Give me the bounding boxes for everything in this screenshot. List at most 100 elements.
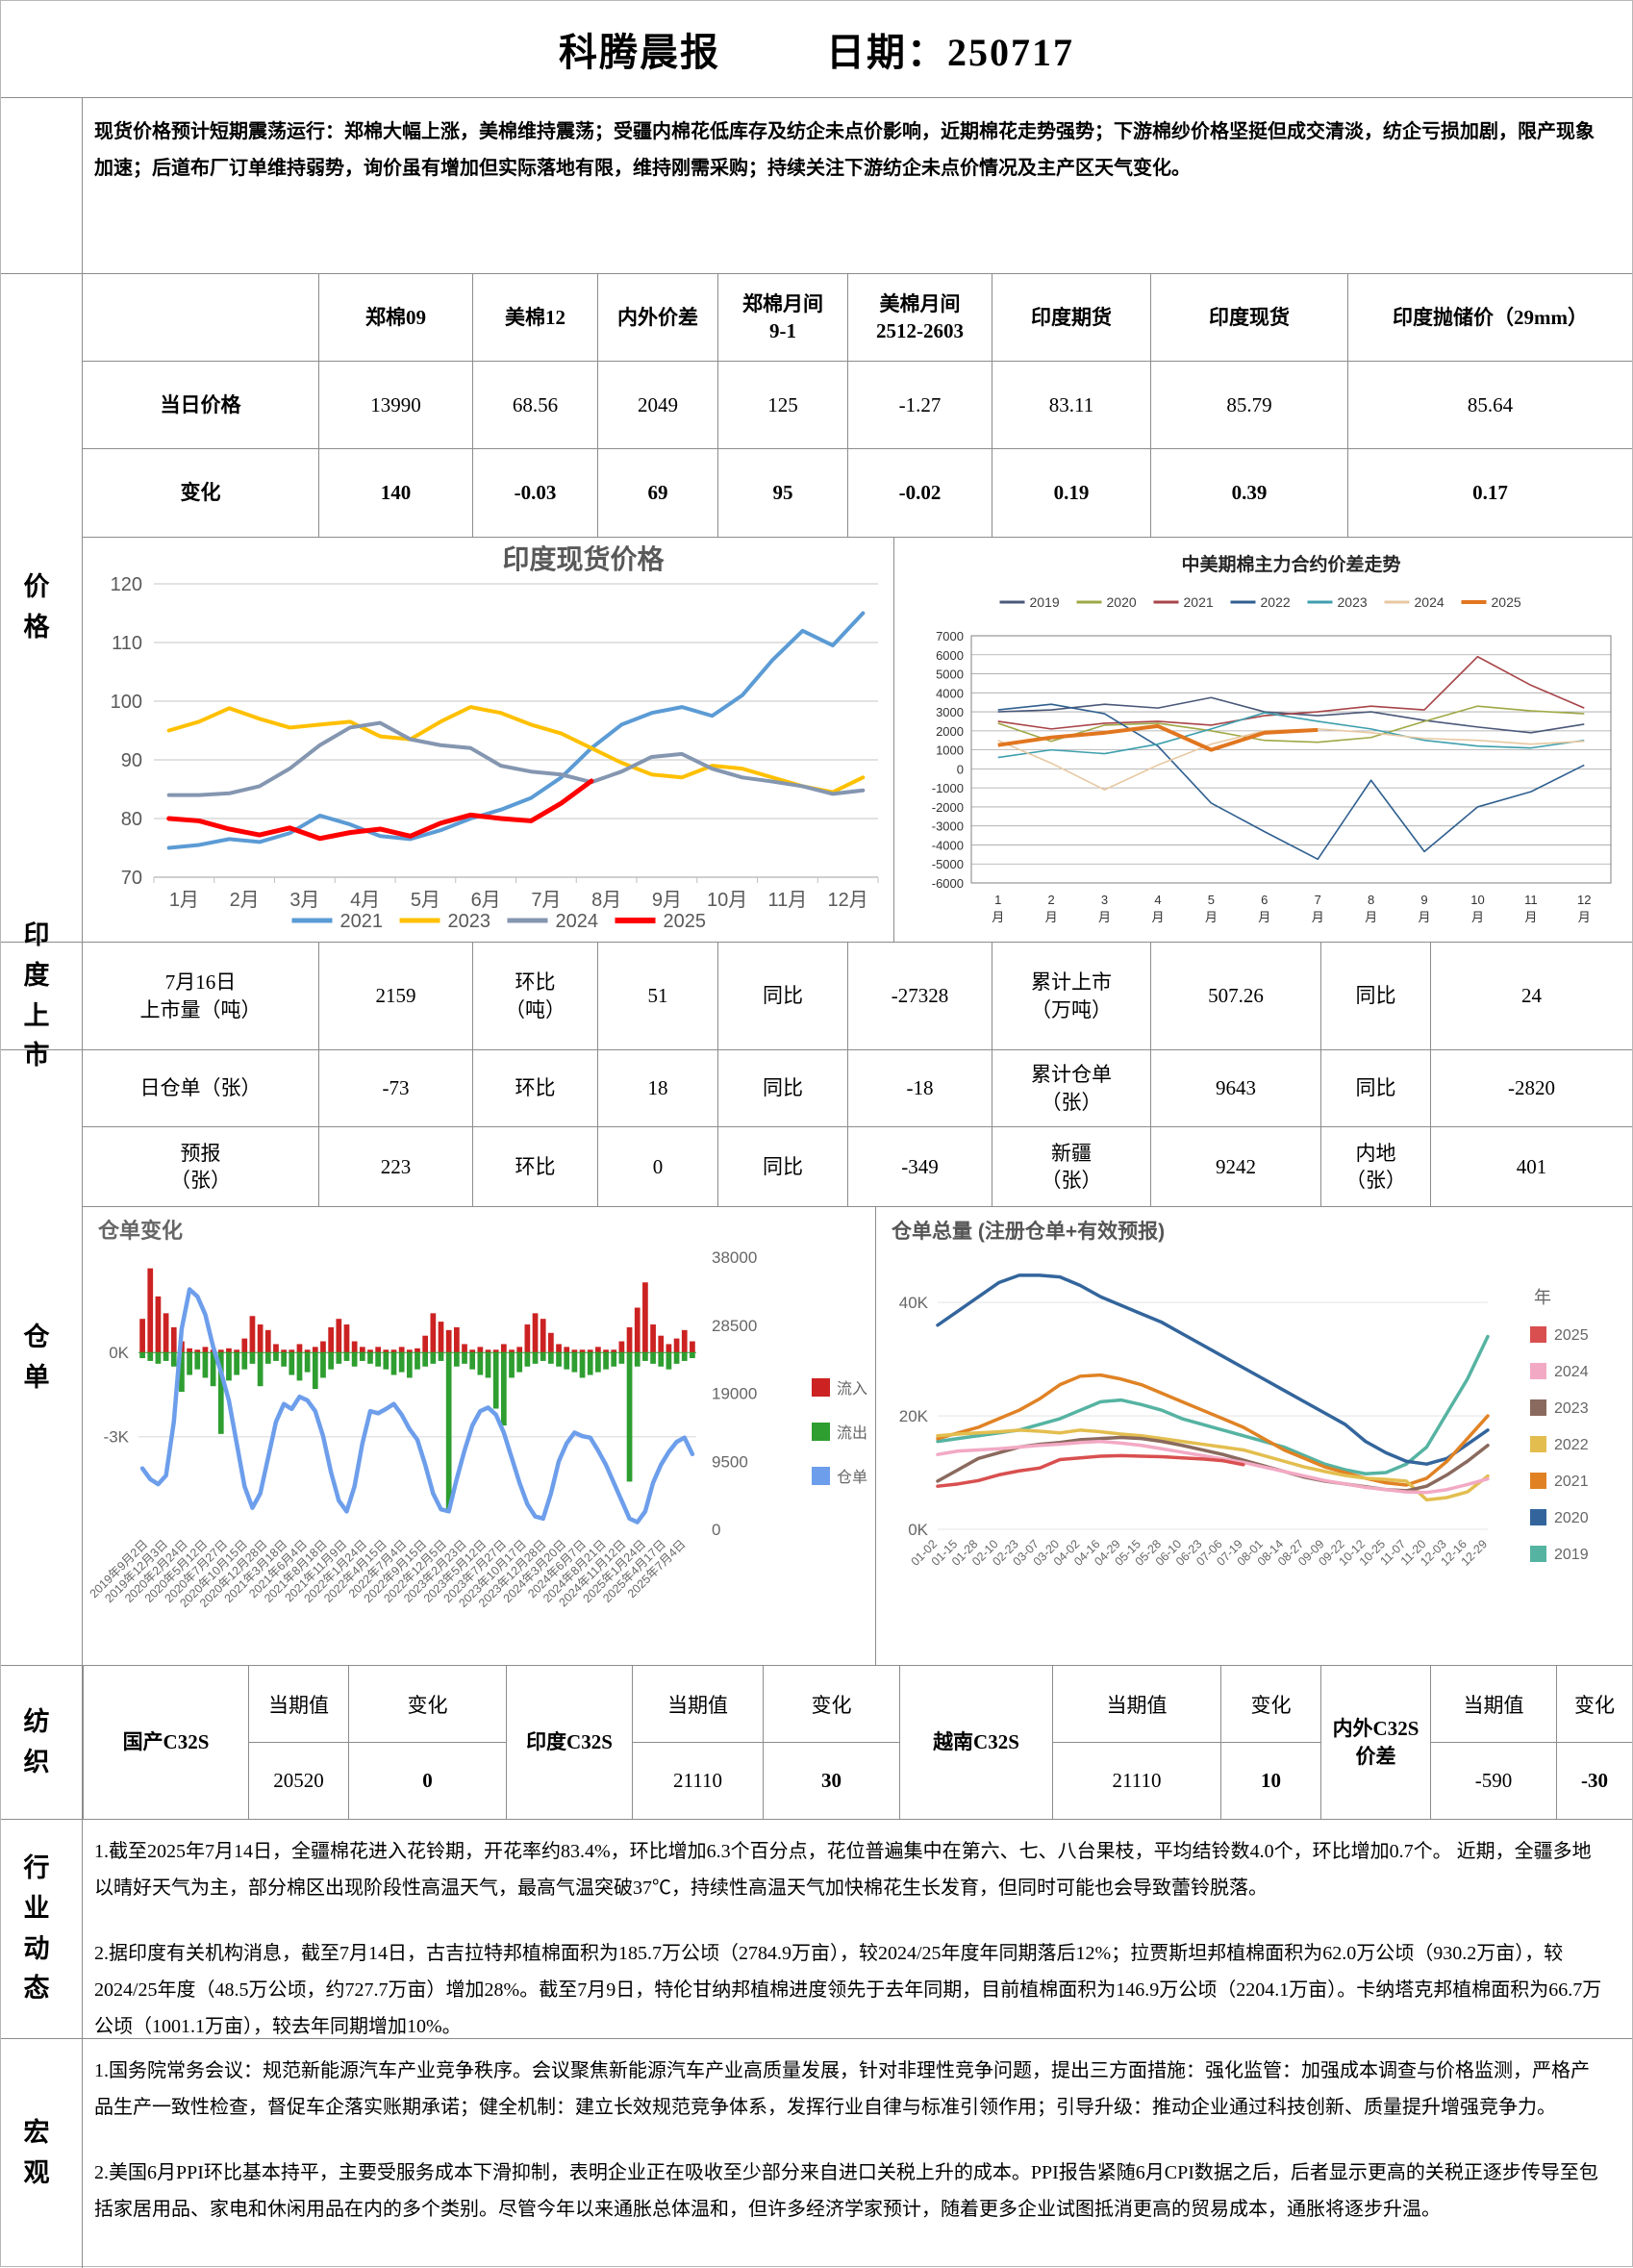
wh-cell-label: 同比 [1320, 1050, 1430, 1127]
svg-text:-3000: -3000 [932, 819, 964, 834]
macro-section: 宏观 1.国务院常务会议：规范新能源汽车产业竞争秩序。会议聚焦新能源汽车产业高质… [1, 2038, 1632, 2268]
svg-text:-1000: -1000 [932, 781, 964, 795]
svg-text:2023: 2023 [1554, 1400, 1589, 1417]
svg-text:2023: 2023 [448, 911, 491, 932]
svg-text:印度现货价格: 印度现货价格 [502, 543, 665, 574]
price-col-header: 印度期货 [992, 274, 1150, 362]
svg-text:年: 年 [1534, 1288, 1551, 1307]
sidebar-item-macro: 宏观 [1, 2039, 83, 2268]
svg-text:6000: 6000 [937, 648, 965, 663]
india-cell-value: -27328 [847, 943, 992, 1049]
svg-text:8月: 8月 [591, 890, 621, 911]
price-col-header: 美棉12 [472, 274, 597, 362]
price-change-value: 0.19 [992, 449, 1150, 537]
wh-cell-value: 223 [318, 1127, 472, 1206]
price-value: -1.27 [847, 362, 992, 449]
svg-text:月: 月 [1312, 910, 1324, 924]
textile-current-value: -590 [1474, 1769, 1513, 1792]
price-change-value: 0.17 [1347, 449, 1632, 537]
india-cell-value: 24 [1430, 943, 1632, 1049]
wh-cell-value: 9242 [1150, 1127, 1320, 1206]
sidebar-item-warehouse: 仓单 [1, 1050, 83, 1665]
svg-text:2: 2 [1048, 893, 1055, 907]
india-cell-label: 同比 [1320, 943, 1430, 1049]
svg-text:2022: 2022 [1261, 594, 1291, 610]
textile-current-header: 当期值 [1053, 1666, 1220, 1743]
svg-text:2022: 2022 [1554, 1437, 1589, 1453]
textile-col: 变化 10 [1220, 1666, 1320, 1819]
textile-row: 国产C32S 当期值 20520 变化 0 印度C32S 当期值 21110 变… [83, 1666, 1632, 1819]
svg-text:0: 0 [712, 1521, 720, 1539]
wh-cell-value: 401 [1430, 1127, 1632, 1206]
svg-text:10月: 10月 [707, 890, 747, 911]
svg-text:仓单变化: 仓单变化 [97, 1219, 183, 1243]
price-value: 13990 [318, 362, 472, 449]
textile-current-header: 当期值 [249, 1666, 348, 1743]
warehouse-change-chart: 仓单变化 0K -3K 38000 28500 19000 9500 0 2019年9月2日 20… [83, 1207, 877, 1666]
sidebar-summary-cell [1, 98, 83, 273]
textile-current-header: 当期值 [633, 1666, 763, 1743]
svg-text:2020: 2020 [1107, 594, 1137, 610]
svg-text:7000: 7000 [937, 629, 965, 643]
wh-cell-value: -349 [847, 1127, 992, 1206]
price-value: 85.64 [1347, 362, 1632, 449]
wh-cell-label: 环比 [472, 1050, 597, 1127]
price-row-label: 变化 [180, 481, 221, 505]
sidebar-label-industry: 行业动 态 [23, 1852, 60, 2003]
textile-change-value: -30 [1581, 1769, 1608, 1792]
svg-text:100: 100 [111, 692, 142, 713]
svg-text:80: 80 [121, 809, 142, 830]
india-cell-label: 7月16日 上市量（吨） [139, 970, 262, 1021]
textile-group-name: 国产C32S [83, 1666, 248, 1819]
textile-group-name: 内外C32S 价差 [1320, 1666, 1430, 1819]
svg-text:2020: 2020 [1554, 1510, 1589, 1526]
sidebar-item-india: 印度上 市 [1, 920, 83, 1070]
price-col-header: 内外价差 [597, 274, 717, 362]
wh-cell-label: 内地 （张） [1320, 1127, 1430, 1206]
report-header: 科腾晨报 日期：250717 [1, 1, 1632, 97]
price-value: 125 [717, 362, 847, 449]
sidebar-item-textile: 纺织 [1, 1666, 83, 1819]
svg-text:2023: 2023 [1338, 594, 1368, 610]
sidebar-item-industry: 行业动 态 [1, 1820, 83, 2038]
svg-text:2021: 2021 [1184, 594, 1214, 610]
svg-text:2024: 2024 [1415, 594, 1445, 610]
india-spot-chart: 70 80 90 100 110 120 1月 2月 3月 4月 5月 6月 7月 8月 9月 10月 11月 1… [83, 538, 895, 943]
svg-text:6: 6 [1262, 893, 1269, 907]
summary-lead: 现货价格预计短期震荡运行： [94, 121, 344, 142]
summary-section: 现货价格预计短期震荡运行：郑棉大幅上涨，美棉维持震荡；受疆内棉花低库存及纺企未点… [1, 97, 1632, 273]
textile-current-value: 21110 [673, 1769, 722, 1792]
svg-text:中美期棉主力合约价差走势: 中美期棉主力合约价差走势 [1182, 553, 1401, 575]
wh-cell-value: 9643 [1150, 1050, 1320, 1127]
svg-text:仓单: 仓单 [837, 1469, 867, 1486]
svg-text:0K: 0K [909, 1521, 929, 1539]
textile-change-header: 变化 [764, 1666, 899, 1743]
svg-text:1月: 1月 [169, 890, 199, 911]
svg-text:19000: 19000 [712, 1385, 757, 1403]
sidebar-item-price: 价格 [1, 274, 83, 942]
svg-text:2025: 2025 [1554, 1327, 1589, 1344]
svg-text:0: 0 [957, 762, 964, 776]
svg-text:月: 月 [1099, 910, 1112, 924]
svg-text:流入: 流入 [837, 1380, 867, 1398]
svg-text:2月: 2月 [230, 890, 260, 911]
price-value: 83.11 [992, 362, 1150, 449]
svg-text:5月: 5月 [411, 890, 440, 911]
india-cell-label: 同比 [717, 943, 847, 1049]
svg-text:月: 月 [1259, 910, 1271, 924]
report-date: 日期：250717 [826, 31, 1074, 74]
svg-text:40K: 40K [899, 1294, 929, 1312]
textile-current-value: 20520 [273, 1769, 324, 1792]
svg-text:-4000: -4000 [932, 838, 964, 852]
svg-text:3月: 3月 [289, 890, 319, 911]
wh-cell-label: 日仓单（张） [83, 1050, 318, 1127]
price-row-label: 当日价格 [83, 362, 318, 449]
svg-text:7月: 7月 [531, 890, 561, 911]
india-cell-value: 51 [597, 943, 717, 1049]
svg-text:-2000: -2000 [932, 800, 964, 815]
industry-section: 行业动 态 1.截至2025年7月14日，全疆棉花进入花铃期，开花率约83.4%… [1, 1819, 1632, 2038]
svg-text:12月: 12月 [828, 890, 868, 911]
svg-text:28500: 28500 [712, 1317, 757, 1335]
svg-text:5: 5 [1208, 893, 1215, 907]
svg-text:6月: 6月 [471, 890, 501, 911]
